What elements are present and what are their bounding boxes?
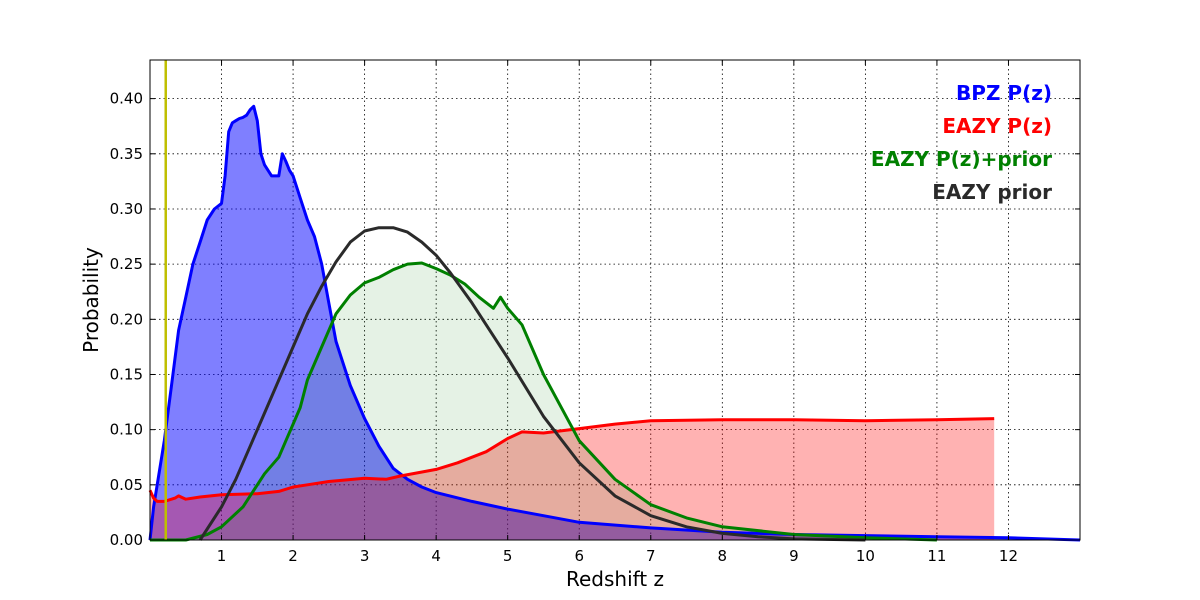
- x-tick-label: 1: [217, 547, 227, 565]
- legend-entry: BPZ P(z): [956, 81, 1052, 105]
- plot-frame: [149, 59, 1081, 541]
- series-line-bpz-p-z: [148, 104, 1081, 542]
- series-line-eazy-prior: [198, 226, 866, 542]
- x-axis-label: Redshift z: [566, 567, 664, 591]
- x-tick-label: 10: [856, 547, 875, 565]
- y-axis-ticks: 0.00 0.05 0.10 0.15 0.20 0.25 0.30 0.35 0.40: [110, 90, 1080, 549]
- legend-entry: EAZY P(z)+prior: [871, 147, 1052, 171]
- y-tick-label: 0.30: [110, 200, 143, 218]
- x-tick-label: 6: [574, 547, 584, 565]
- y-tick-label: 0.20: [110, 310, 143, 328]
- y-tick-label: 0.15: [110, 365, 143, 383]
- series-lines: [148, 104, 1081, 542]
- legend-entry: EAZY P(z): [942, 114, 1052, 138]
- x-tick-label: 3: [360, 547, 370, 565]
- x-tick-label: 8: [718, 547, 728, 565]
- series-line-eazy-p-z: [148, 417, 995, 503]
- legend: BPZ P(z) EAZY P(z) EAZY P(z)+prior EAZY pri…: [871, 81, 1052, 204]
- x-tick-label: 11: [927, 547, 946, 565]
- series-line-eazy-p-z-prior: [150, 261, 937, 542]
- y-tick-label: 0.35: [110, 145, 143, 163]
- series-fill-eazy-p-z-prior: [150, 263, 937, 540]
- x-tick-label: 4: [431, 547, 441, 565]
- legend-entry: EAZY prior: [932, 180, 1052, 204]
- y-axis-label: Probability: [79, 247, 103, 353]
- x-tick-label: 9: [789, 547, 799, 565]
- x-axis-ticks: 1 2 3 4 5 6 7 8 9 10 11 12: [217, 60, 1018, 565]
- x-tick-label: 7: [646, 547, 656, 565]
- series-fill-eazy-p-z: [150, 418, 995, 540]
- y-tick-label: 0.10: [110, 421, 143, 439]
- y-tick-label: 0.05: [110, 476, 143, 494]
- y-tick-label: 0.25: [110, 255, 143, 273]
- x-tick-label: 5: [503, 547, 513, 565]
- y-tick-label: 0.40: [110, 90, 143, 108]
- x-tick-label: 12: [999, 547, 1018, 565]
- series-fill-bpz-p-z: [150, 106, 1080, 541]
- y-tick-label: 0.00: [110, 531, 143, 549]
- x-tick-label: 2: [288, 547, 298, 565]
- series-fills: [150, 106, 1080, 541]
